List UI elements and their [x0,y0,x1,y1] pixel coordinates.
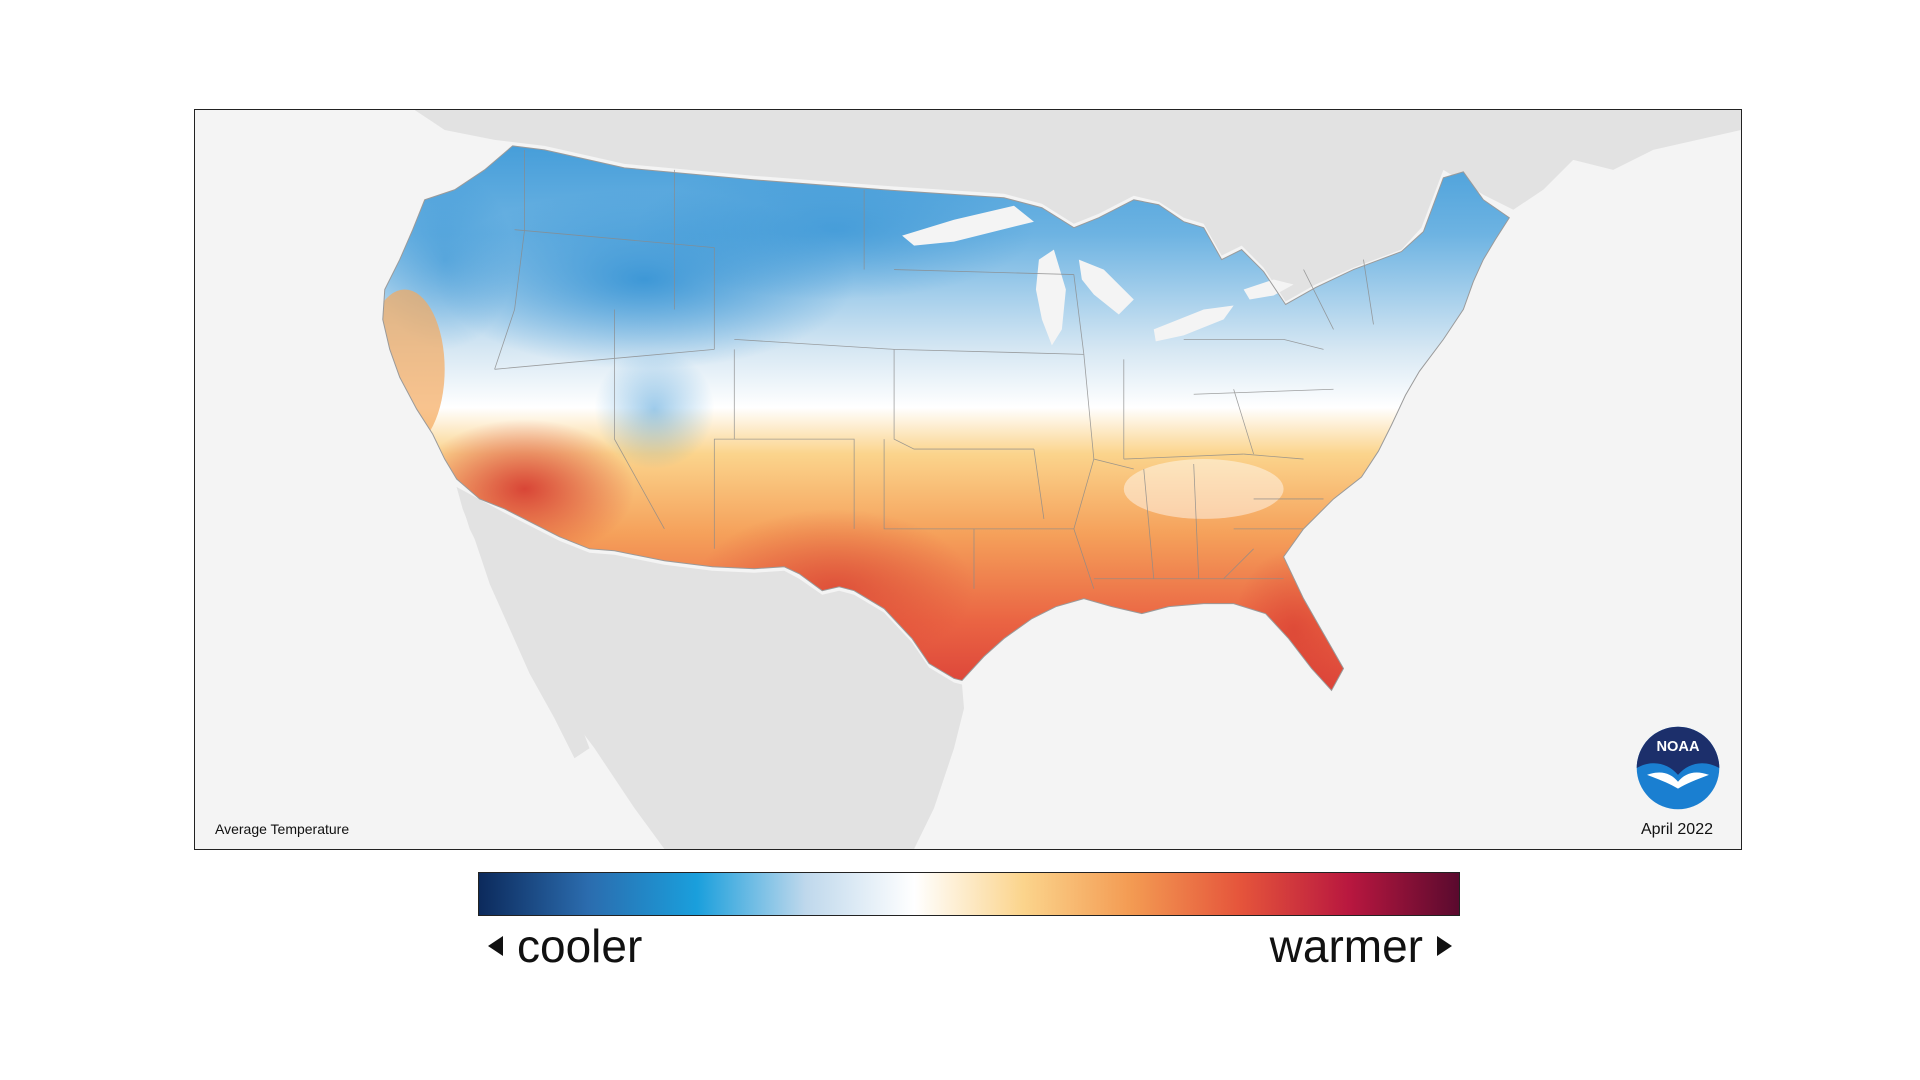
state-boundaries [494,149,1374,589]
great-lakes [902,205,1294,346]
canada-landmass [394,110,1741,302]
map-date: April 2022 [1640,821,1713,838]
temperature-color-scale [478,872,1460,916]
legend-high-label: warmer [1269,920,1423,972]
us-outline [382,145,1510,692]
right-arrow-icon [1437,936,1452,956]
legend-cooler: cooler [488,918,642,974]
mexico-landmass [456,486,965,849]
legend-low-label: cooler [517,920,643,972]
legend-warmer: warmer [1270,918,1452,974]
baja-peninsula [456,486,590,759]
temperature-map: Average Temperature April 2022 NOAA [194,109,1742,850]
noaa-logo: NOAA [1636,726,1720,810]
map-caption: Average Temperature [215,821,350,837]
noaa-logo-text: NOAA [1656,739,1699,755]
us-temperature-map [382,110,1741,849]
left-arrow-icon [488,936,503,956]
